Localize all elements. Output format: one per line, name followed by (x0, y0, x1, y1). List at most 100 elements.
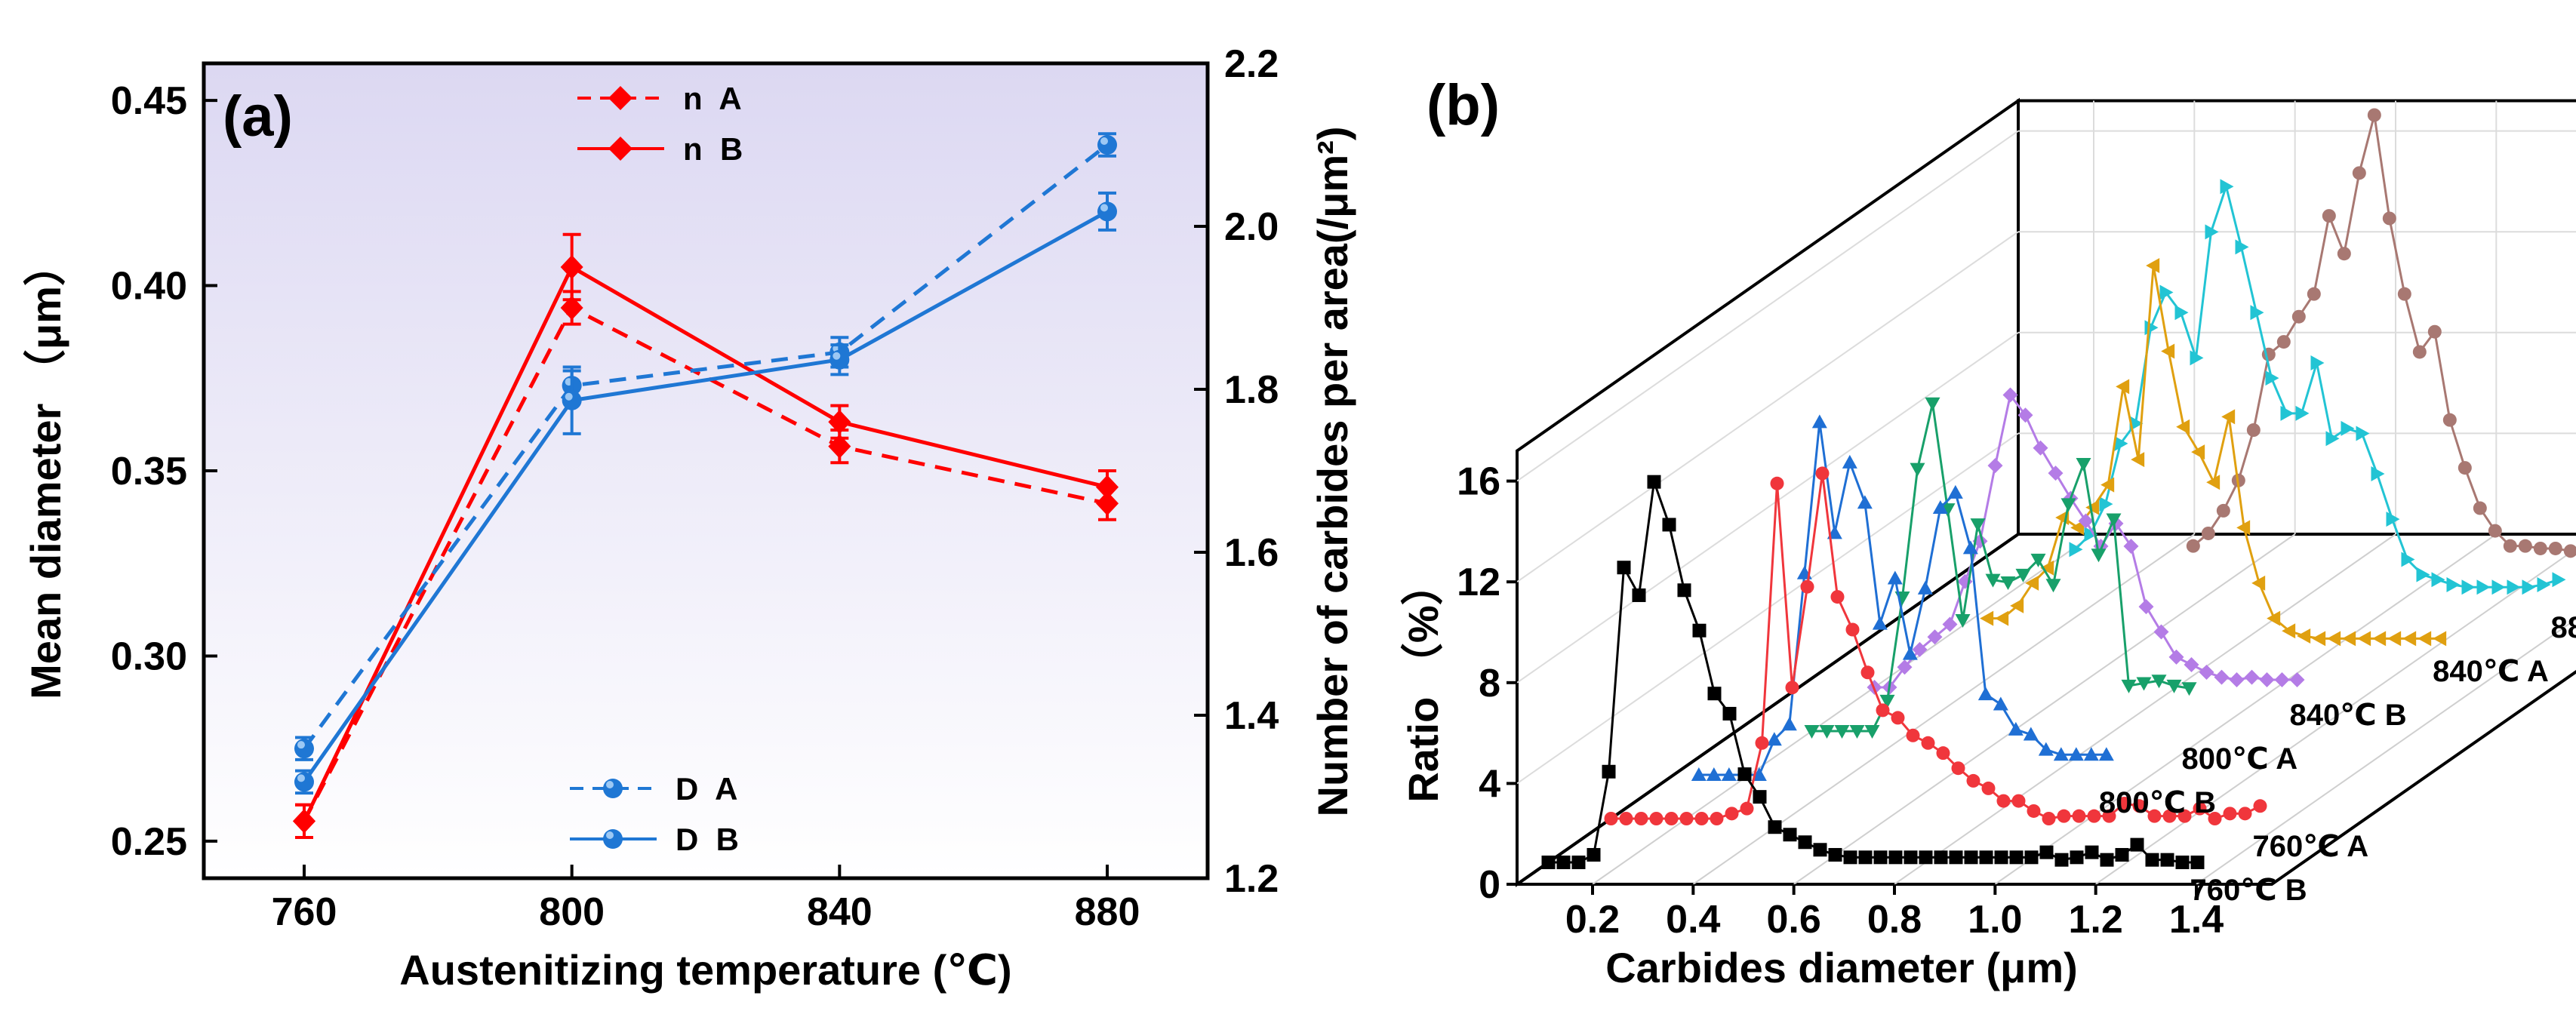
b-data-point-800-a (2151, 675, 2167, 689)
legend-label-n-b: n B (683, 131, 743, 167)
b-data-point-760-b (1873, 850, 1888, 865)
b-data-point-840-b (2138, 599, 2154, 615)
b-data-point-840-b (2274, 671, 2290, 687)
b-x-tick-label-0.2: 0.2 (1565, 898, 1620, 942)
b-data-point-800-a (1910, 462, 1925, 477)
b-data-point-760-b (1949, 850, 1963, 865)
series-n-b (293, 232, 1119, 839)
b-data-point-760-b (2115, 847, 2129, 862)
b-data-point-880-a (2291, 309, 2306, 324)
b-data-point-880-a (2186, 539, 2200, 553)
b-data-point-760-a (1800, 579, 1814, 594)
floor-plane (1512, 533, 2576, 886)
b-data-point-840-a (2206, 475, 2221, 490)
b-data-point-760-b (1768, 820, 1782, 834)
b-data-point-760-a (1951, 761, 1965, 776)
b-data-point-760-b (1632, 588, 1646, 602)
b-data-point-800-a (2000, 576, 2016, 590)
legend-marker-d-b-highlight (606, 831, 614, 839)
b-data-point-840-b (2184, 656, 2199, 672)
panel-a-y-axis-title: Mean diameter （μm） (22, 244, 69, 699)
data-point-d-a (1097, 135, 1117, 155)
b-data-point-800-a (1985, 573, 2001, 588)
b-data-point-800-b (2053, 747, 2069, 761)
series-d-b (294, 191, 1117, 795)
b-data-point-760-a (2208, 812, 2222, 825)
series-line-n-a (302, 305, 1108, 822)
b-data-point-840-a (2236, 520, 2251, 536)
b-data-point-760-b (1617, 561, 1631, 575)
data-point-n-b (828, 410, 851, 435)
b-data-point-760-b (2190, 856, 2205, 869)
y-tick-label-0.30: 0.30 (111, 635, 187, 678)
b-data-point-760-b (1737, 767, 1752, 782)
b-data-point-760-a (1996, 794, 2011, 808)
b-data-point-880-a (2397, 287, 2411, 301)
b-data-point-760-b (1888, 850, 1903, 865)
b-data-point-880-a (2201, 526, 2215, 540)
panel-a-y2-axis-title: Number of carbides per area(/μm²) (1309, 127, 1356, 817)
b-data-point-760-a (2027, 804, 2041, 818)
b-data-point-800-b (1993, 696, 2008, 711)
b-x-tick-label-0.8: 0.8 (1867, 898, 1922, 942)
b-data-point-880-b (2114, 435, 2128, 451)
b-data-point-880-b (2310, 355, 2325, 371)
data-point-highlight-d-a (1100, 137, 1108, 145)
b-data-point-800-b (1751, 767, 1767, 781)
b-data-point-760-b (1677, 583, 1691, 598)
b-data-point-840-a (2267, 610, 2281, 626)
floor-grid-line (1793, 533, 2296, 885)
legend-marker-d-a (603, 779, 623, 798)
b-z-tick-label-8: 8 (1479, 662, 1500, 705)
b-data-point-840-a (2161, 343, 2175, 359)
y2-tick-label-1.2: 1.2 (1224, 857, 1279, 901)
b-data-point-840-b (2002, 387, 2018, 403)
b-data-point-840-a (1995, 610, 2009, 626)
b-data-point-880-b (2129, 416, 2144, 432)
y2-tick-label-1.4: 1.4 (1224, 694, 1279, 738)
b-data-point-840-b (1927, 629, 1943, 645)
legend-label-d-b: D B (676, 822, 739, 857)
b-data-point-840-a (1980, 610, 1994, 626)
b-z-tick-label-16: 16 (1457, 460, 1500, 504)
b-data-point-800-a (1879, 694, 1895, 708)
b-data-point-760-b (1707, 687, 1722, 701)
data-point-highlight-d-b (297, 774, 305, 782)
panel-a-plot-background (202, 61, 1210, 880)
b-data-point-840-b (2199, 664, 2214, 680)
b-data-point-760-a (1679, 812, 1694, 825)
b-data-point-760-a (1770, 476, 1784, 490)
b-data-point-800-b (2098, 747, 2114, 761)
b-series-line-880-a (2192, 115, 2576, 552)
b-data-point-800-b (1872, 616, 1888, 630)
b-data-point-840-a (2327, 631, 2341, 647)
b-data-point-760-a (1815, 466, 1830, 481)
b-data-point-880-b (2356, 426, 2370, 441)
b-data-point-880-a (2442, 413, 2457, 427)
b-z-tick-label-4: 4 (1479, 762, 1500, 806)
b-data-point-800-b (1902, 646, 1918, 660)
b-data-point-880-a (2367, 108, 2381, 122)
b-data-point-880-b (2084, 527, 2098, 542)
b-data-point-760-b (1783, 828, 1797, 842)
b-data-point-880-a (2337, 247, 2351, 261)
b-data-point-840-a (2176, 419, 2190, 435)
b-data-point-840-b (2017, 407, 2033, 423)
b-data-point-760-a (1785, 681, 1799, 695)
b-data-point-840-b (2153, 624, 2169, 640)
b-data-point-760-a (2147, 809, 2162, 823)
legend-marker-d-a-highlight (606, 781, 614, 788)
b-data-point-880-a (2352, 166, 2366, 180)
b-series-label-800-a: 800℃ A (2182, 742, 2298, 776)
side-grid-line-z (1516, 432, 2019, 785)
b-data-point-880-a (2246, 423, 2261, 437)
panel-a-x-axis-title: Austenitizing temperature (℃) (399, 946, 1011, 994)
data-point-n-b (560, 255, 583, 279)
b-data-point-800-a (1849, 725, 1865, 739)
data-point-highlight-d-a (297, 741, 305, 749)
b-data-point-800-b (1932, 499, 1948, 514)
b-data-point-760-b (1813, 843, 1827, 857)
legend-top: n A n B (577, 81, 743, 167)
b-data-point-760-b (2100, 853, 2114, 867)
